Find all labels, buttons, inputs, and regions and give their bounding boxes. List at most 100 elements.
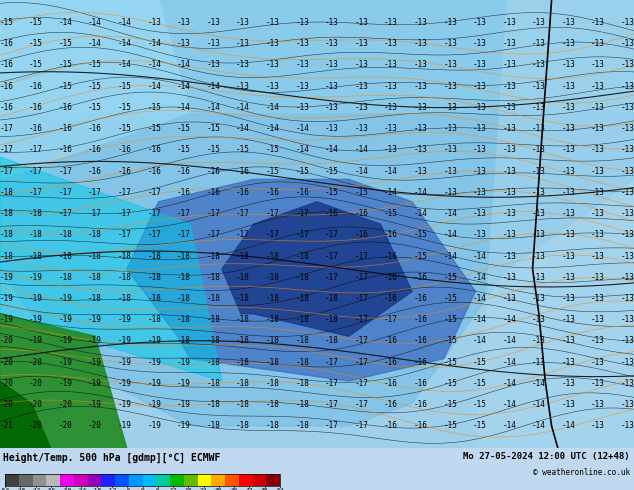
Text: -18: -18 xyxy=(58,251,72,261)
Text: -13: -13 xyxy=(621,167,634,175)
Text: -36: -36 xyxy=(45,488,56,490)
Text: -13: -13 xyxy=(236,60,250,70)
Text: -48: -48 xyxy=(15,488,26,490)
Text: -18: -18 xyxy=(295,294,309,303)
Text: -14: -14 xyxy=(562,421,576,430)
Text: -13: -13 xyxy=(502,39,516,48)
Text: -15: -15 xyxy=(88,82,102,91)
Text: -14: -14 xyxy=(118,60,132,70)
Text: -19: -19 xyxy=(177,421,191,430)
Text: -13: -13 xyxy=(502,82,516,91)
Text: -19: -19 xyxy=(88,337,102,345)
Text: -18: -18 xyxy=(295,421,309,430)
Text: -18: -18 xyxy=(91,488,102,490)
Text: -13: -13 xyxy=(591,337,605,345)
Text: -18: -18 xyxy=(0,209,13,218)
Text: -17: -17 xyxy=(295,230,309,239)
Text: -17: -17 xyxy=(29,188,43,197)
Text: -13: -13 xyxy=(591,358,605,367)
Text: -13: -13 xyxy=(532,60,546,70)
Text: -13: -13 xyxy=(562,39,576,48)
Text: -13: -13 xyxy=(532,273,546,282)
Text: -13: -13 xyxy=(562,146,576,154)
Text: -14: -14 xyxy=(295,146,309,154)
Text: -6: -6 xyxy=(124,488,131,490)
Bar xyxy=(252,474,266,486)
Text: -13: -13 xyxy=(591,421,605,430)
Text: -13: -13 xyxy=(354,124,368,133)
Text: -15: -15 xyxy=(88,60,102,70)
Text: -13: -13 xyxy=(621,294,634,303)
Text: -19: -19 xyxy=(118,421,132,430)
Text: -13: -13 xyxy=(621,358,634,367)
Text: -13: -13 xyxy=(473,230,487,239)
Text: -17: -17 xyxy=(88,188,102,197)
Text: -16: -16 xyxy=(147,167,161,175)
Text: -19: -19 xyxy=(177,358,191,367)
Text: -17: -17 xyxy=(236,209,250,218)
Text: -14: -14 xyxy=(502,421,516,430)
Bar xyxy=(46,474,60,486)
Text: -17: -17 xyxy=(354,273,368,282)
Text: -16: -16 xyxy=(88,124,102,133)
Text: -13: -13 xyxy=(621,18,634,27)
Polygon shape xyxy=(0,157,222,381)
Text: -18: -18 xyxy=(177,315,191,324)
Text: -13: -13 xyxy=(443,39,457,48)
Bar xyxy=(32,474,46,486)
Text: -17: -17 xyxy=(58,167,72,175)
Text: -13: -13 xyxy=(591,124,605,133)
Text: -19: -19 xyxy=(118,379,132,388)
Text: -20: -20 xyxy=(29,379,43,388)
Text: -14: -14 xyxy=(177,60,191,70)
Text: -13: -13 xyxy=(532,167,546,175)
Text: -14: -14 xyxy=(88,18,102,27)
Text: -14: -14 xyxy=(354,167,368,175)
Text: -14: -14 xyxy=(532,421,546,430)
Text: -13: -13 xyxy=(207,18,221,27)
Text: -15: -15 xyxy=(58,82,72,91)
Text: -15: -15 xyxy=(29,39,43,48)
Text: -13: -13 xyxy=(621,188,634,197)
Text: -13: -13 xyxy=(354,39,368,48)
Text: -13: -13 xyxy=(502,188,516,197)
Text: Height/Temp. 500 hPa [gdmp][°C] ECMWF: Height/Temp. 500 hPa [gdmp][°C] ECMWF xyxy=(3,452,221,463)
Text: -17: -17 xyxy=(0,167,13,175)
Text: 54: 54 xyxy=(276,488,284,490)
Bar xyxy=(266,474,280,486)
Text: -13: -13 xyxy=(413,18,427,27)
Text: -16: -16 xyxy=(384,421,398,430)
Text: -13: -13 xyxy=(591,251,605,261)
Text: -13: -13 xyxy=(621,103,634,112)
Text: -16: -16 xyxy=(384,294,398,303)
Text: -13: -13 xyxy=(236,82,250,91)
Text: -15: -15 xyxy=(443,294,457,303)
Text: -18: -18 xyxy=(266,337,280,345)
Text: -19: -19 xyxy=(58,315,72,324)
Text: -13: -13 xyxy=(325,39,339,48)
Text: -17: -17 xyxy=(325,421,339,430)
Text: -19: -19 xyxy=(177,379,191,388)
Text: -18: -18 xyxy=(295,315,309,324)
Text: -15: -15 xyxy=(354,188,368,197)
Text: Mo 27-05-2024 12:00 UTC (12+48): Mo 27-05-2024 12:00 UTC (12+48) xyxy=(463,452,630,461)
Text: -16: -16 xyxy=(413,315,427,324)
Text: -14: -14 xyxy=(473,273,487,282)
Text: -15: -15 xyxy=(473,379,487,388)
Text: -19: -19 xyxy=(0,273,13,282)
Text: -13: -13 xyxy=(562,294,576,303)
Text: -16: -16 xyxy=(384,230,398,239)
Text: -17: -17 xyxy=(207,209,221,218)
Polygon shape xyxy=(0,0,634,112)
Text: -14: -14 xyxy=(502,315,516,324)
Text: 12: 12 xyxy=(169,488,177,490)
Text: -17: -17 xyxy=(354,337,368,345)
Text: -18: -18 xyxy=(207,358,221,367)
Text: -16: -16 xyxy=(118,167,132,175)
Text: -13: -13 xyxy=(443,18,457,27)
Text: -42: -42 xyxy=(30,488,41,490)
Text: -14: -14 xyxy=(147,82,161,91)
Text: -19: -19 xyxy=(0,294,13,303)
Text: -13: -13 xyxy=(502,167,516,175)
Text: -13: -13 xyxy=(532,18,546,27)
